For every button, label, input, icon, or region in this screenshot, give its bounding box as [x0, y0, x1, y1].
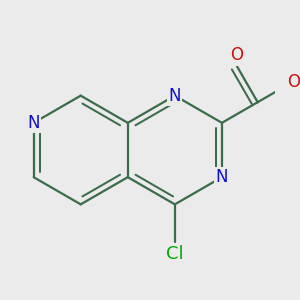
Text: O: O	[230, 46, 244, 64]
Text: Cl: Cl	[166, 244, 184, 262]
Text: N: N	[27, 114, 40, 132]
Text: O: O	[287, 73, 300, 91]
Text: N: N	[169, 87, 181, 105]
Text: N: N	[216, 168, 228, 186]
